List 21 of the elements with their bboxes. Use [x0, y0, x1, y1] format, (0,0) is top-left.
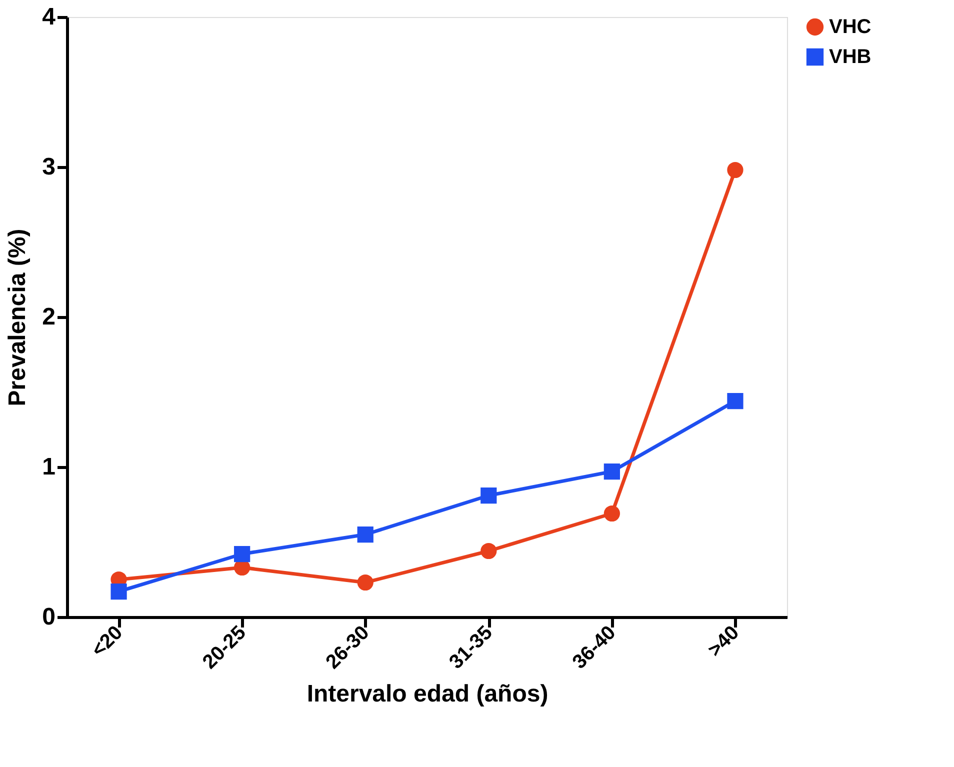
y-tick-label: 2	[42, 304, 56, 330]
point	[727, 162, 744, 178]
point	[604, 505, 620, 522]
y-tick-label: 1	[42, 454, 56, 480]
legend-label: VHB	[829, 46, 872, 68]
y-tick-label: 4	[42, 4, 56, 30]
y-tick-label: 0	[42, 604, 56, 630]
point	[234, 546, 250, 562]
point	[357, 574, 374, 591]
point	[357, 526, 374, 543]
point	[604, 463, 620, 480]
x-tick-label: >40	[704, 622, 744, 662]
point	[110, 583, 127, 600]
legend-label: VHC	[829, 16, 872, 38]
point	[727, 392, 744, 410]
point	[480, 487, 497, 504]
y-tick-label: 3	[42, 154, 56, 180]
point	[480, 542, 497, 560]
y-axis-title: Prevalencia (%)	[4, 228, 32, 406]
x-axis-title: Intervalo edad (años)	[306, 680, 548, 708]
x-tick-label: <20	[88, 622, 128, 662]
